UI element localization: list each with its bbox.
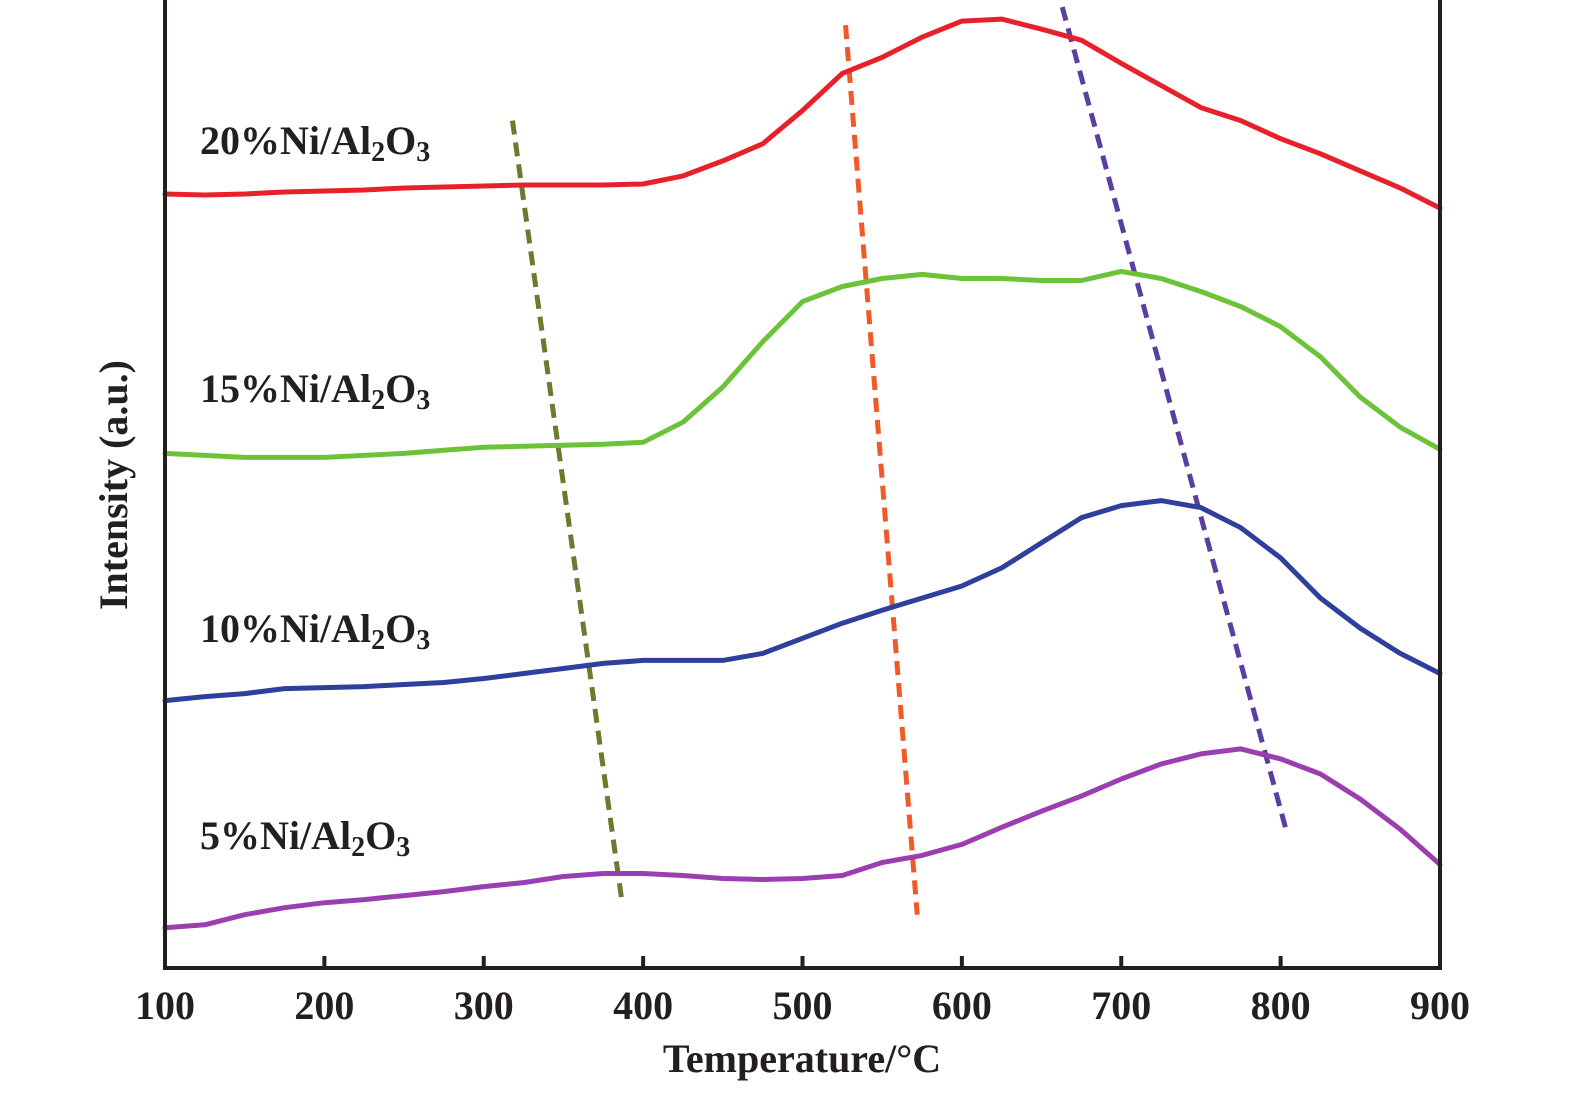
subscript: 3 [416,385,430,416]
label-part: i [309,606,320,651]
reference-line [1059,6,1288,828]
label-part: % [240,366,280,411]
x-tick-label: 200 [294,983,354,1028]
subscript: 3 [416,625,430,656]
label-part: l [360,606,371,651]
series-label: 5%Ni/Al2O3 [200,813,410,863]
label-part: N [280,118,309,163]
label-part: A [331,118,360,163]
series-label: 10%Ni/Al2O3 [200,606,430,656]
label-part: i [289,813,300,858]
label-part: % [240,118,280,163]
label-part: 0 [220,118,240,163]
y-axis-label: Intensity (a.u.) [91,360,136,610]
label-part: / [319,606,332,651]
subscript: 3 [416,137,430,168]
x-axis-label: Temperature/°C [663,1036,941,1081]
subscript: 2 [371,385,385,416]
subscript: 3 [396,832,410,863]
label-part: % [240,606,280,651]
label-part: / [319,118,332,163]
x-tick-label: 500 [773,983,833,1028]
x-tick-label: 400 [613,983,673,1028]
series-line [162,268,1443,460]
label-part: i [309,366,320,411]
label-part: / [319,366,332,411]
label-part: 0 [220,606,240,651]
plot-frame [163,0,1442,970]
label-part: l [340,813,351,858]
label-part: N [280,366,309,411]
series-line [162,16,1443,211]
label-part: / [299,813,312,858]
label-part: N [260,813,289,858]
label-part: A [331,366,360,411]
label-part: 1 [200,366,220,411]
label-part: O [385,366,416,411]
label-part: l [360,118,371,163]
x-tick-label: 700 [1091,983,1151,1028]
reference-line [509,120,625,906]
subscript: 2 [371,137,385,168]
label-part: A [311,813,340,858]
subscript: 2 [351,832,365,863]
label-part: N [280,606,309,651]
x-tick-label: 100 [135,983,195,1028]
label-part: O [385,118,416,163]
label-part: % [220,813,260,858]
label-part: l [360,366,371,411]
label-part: O [385,606,416,651]
label-part: O [365,813,396,858]
subscript: 2 [371,625,385,656]
x-tick-label: 300 [454,983,514,1028]
x-tick-label: 800 [1251,983,1311,1028]
series-label: 15%Ni/Al2O3 [200,366,430,416]
label-part: 1 [200,606,220,651]
label-part: i [309,118,320,163]
label-part: A [331,606,360,651]
series-line [162,498,1443,704]
series-line [162,746,1443,931]
label-part: 2 [200,118,220,163]
label-part: 5 [200,813,220,858]
series-label: 20%Ni/Al2O3 [200,118,430,168]
reference-line [843,24,920,915]
x-tick-label: 900 [1410,983,1470,1028]
label-part: 5 [220,366,240,411]
x-tick-label: 600 [932,983,992,1028]
